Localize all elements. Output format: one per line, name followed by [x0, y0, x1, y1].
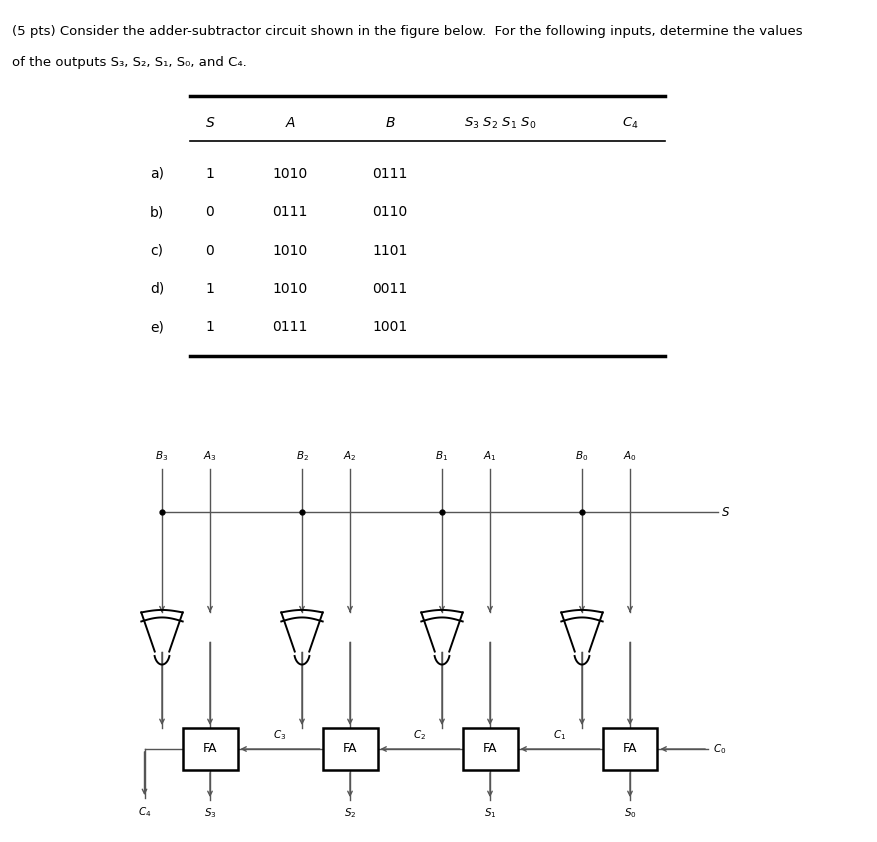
- Text: FA: FA: [203, 743, 217, 755]
- Text: 1010: 1010: [273, 167, 308, 181]
- Text: 1010: 1010: [273, 243, 308, 258]
- FancyBboxPatch shape: [182, 728, 238, 770]
- Text: b): b): [150, 205, 164, 219]
- Text: 1: 1: [205, 320, 215, 334]
- Text: 0: 0: [205, 205, 214, 219]
- Text: of the outputs S₃, S₂, S₁, S₀, and C₄.: of the outputs S₃, S₂, S₁, S₀, and C₄.: [12, 56, 246, 68]
- Text: B: B: [385, 116, 395, 131]
- FancyBboxPatch shape: [602, 728, 658, 770]
- Text: a): a): [150, 167, 164, 181]
- Text: $S_0$: $S_0$: [624, 806, 637, 820]
- Text: FA: FA: [482, 743, 497, 755]
- Text: $C_3$: $C_3$: [274, 728, 287, 742]
- Text: $B_1$: $B_1$: [436, 449, 448, 463]
- Text: $C_1$: $C_1$: [553, 728, 567, 742]
- Text: 1010: 1010: [273, 282, 308, 296]
- Text: $C_0$: $C_0$: [713, 742, 726, 756]
- FancyBboxPatch shape: [323, 728, 377, 770]
- Text: $B_0$: $B_0$: [575, 449, 588, 463]
- Text: (5 pts) Consider the adder-subtractor circuit shown in the figure below.  For th: (5 pts) Consider the adder-subtractor ci…: [12, 25, 802, 38]
- Text: 1: 1: [205, 282, 215, 296]
- Text: $S_3$: $S_3$: [203, 806, 217, 820]
- Text: $A_3$: $A_3$: [203, 449, 217, 463]
- Text: S: S: [722, 505, 730, 519]
- Text: $A_0$: $A_0$: [624, 449, 637, 463]
- Text: 1101: 1101: [373, 243, 408, 258]
- Text: $A_1$: $A_1$: [483, 449, 496, 463]
- Text: FA: FA: [623, 743, 638, 755]
- Text: $C_4$: $C_4$: [622, 115, 638, 131]
- Text: FA: FA: [343, 743, 357, 755]
- Text: 0111: 0111: [273, 320, 308, 334]
- Text: $A_2$: $A_2$: [343, 449, 357, 463]
- Text: e): e): [150, 320, 164, 334]
- Text: $S_1$: $S_1$: [484, 806, 496, 820]
- Text: 0: 0: [205, 243, 214, 258]
- Text: 0110: 0110: [373, 205, 408, 219]
- Text: $S_3\ S_2\ S_1\ S_0$: $S_3\ S_2\ S_1\ S_0$: [464, 115, 536, 131]
- Text: $B_3$: $B_3$: [155, 449, 168, 463]
- Text: A: A: [285, 116, 295, 131]
- FancyBboxPatch shape: [462, 728, 517, 770]
- Text: 1: 1: [205, 167, 215, 181]
- Text: $B_2$: $B_2$: [296, 449, 309, 463]
- Text: 1001: 1001: [373, 320, 408, 334]
- Text: 0011: 0011: [373, 282, 408, 296]
- Text: c): c): [150, 243, 163, 258]
- Text: $C_2$: $C_2$: [413, 728, 426, 742]
- Text: d): d): [150, 282, 164, 296]
- Text: $S_2$: $S_2$: [344, 806, 356, 820]
- Text: 0111: 0111: [373, 167, 408, 181]
- Text: $C_4$: $C_4$: [138, 805, 151, 818]
- Text: S: S: [205, 116, 214, 131]
- Text: 0111: 0111: [273, 205, 308, 219]
